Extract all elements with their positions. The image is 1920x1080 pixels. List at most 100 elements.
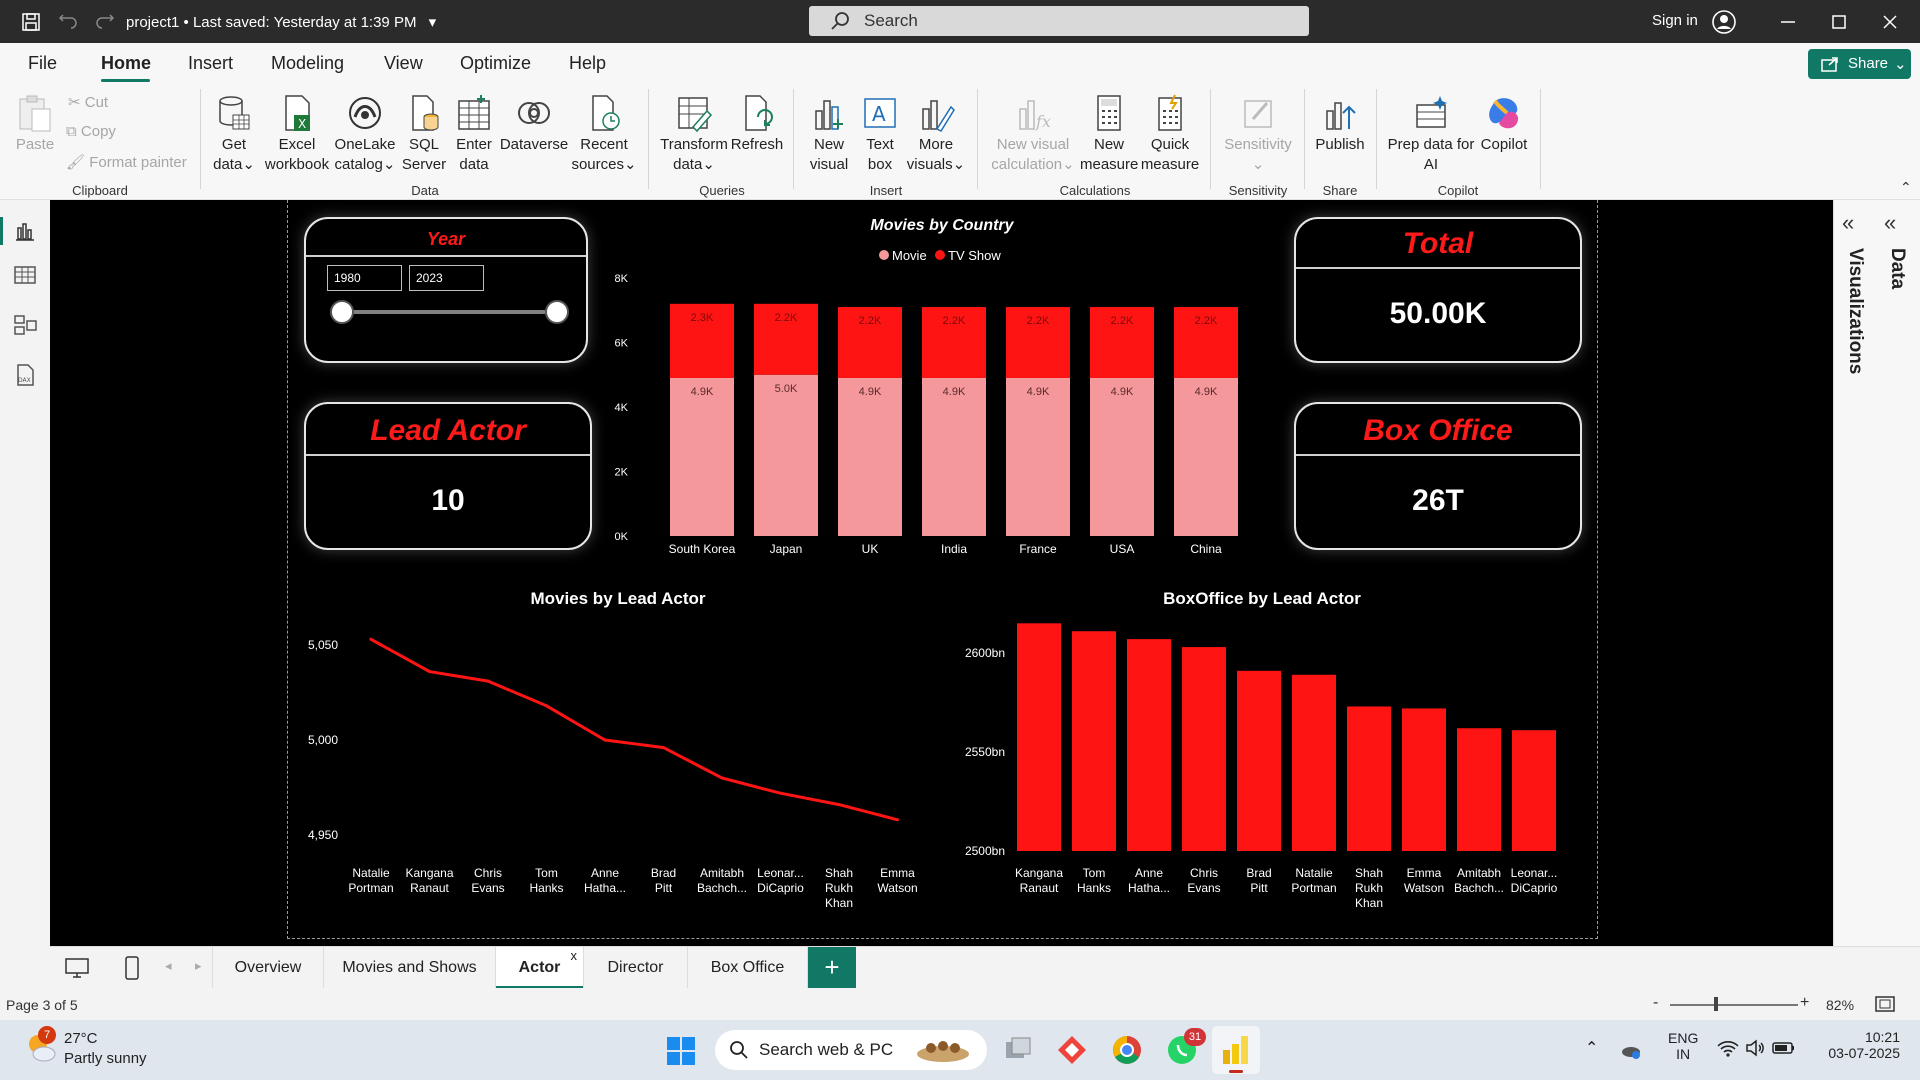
page-tab-box-office[interactable]: Box Office: [688, 947, 808, 989]
refresh-button[interactable]: Refresh: [730, 93, 784, 155]
tab-home[interactable]: Home: [101, 53, 152, 73]
fit-to-page-icon[interactable]: [1874, 995, 1896, 1013]
minimize-icon[interactable]: [1776, 10, 1800, 34]
ribbon-separator: [1304, 89, 1305, 189]
new-visual-calculation-button[interactable]: fx New visual calculation⌄: [988, 93, 1078, 175]
bar: [1347, 706, 1391, 851]
total-card[interactable]: Total 50.00K: [1294, 217, 1582, 363]
collapse-ribbon-icon[interactable]: ⌃: [1900, 179, 1912, 195]
mobile-layout-icon[interactable]: [123, 955, 141, 981]
expand-data-icon[interactable]: «: [1884, 210, 1897, 235]
page-tab-movies-and-shows[interactable]: Movies and Shows: [324, 947, 496, 989]
tab-file[interactable]: File: [28, 53, 58, 73]
redo-icon[interactable]: [94, 11, 116, 33]
whatsapp-app[interactable]: 31: [1166, 1028, 1206, 1066]
next-page-icon[interactable]: ▸: [195, 958, 202, 973]
page-tab-director[interactable]: Director: [584, 947, 688, 989]
task-view-icon[interactable]: [1002, 1036, 1034, 1064]
boxoffice-by-lead-actor-chart[interactable]: BoxOffice by Lead Actor 2500bn 2550bn 2600b…: [935, 585, 1575, 920]
enter-data-button[interactable]: Enter data: [450, 93, 498, 175]
zoom-slider-handle[interactable]: [1714, 997, 1718, 1011]
year-slider-start-handle[interactable]: [330, 300, 354, 324]
page-tab-actor[interactable]: Actor x: [496, 947, 584, 989]
recent-sources-button[interactable]: Recent sources⌄: [570, 93, 638, 175]
ribbon-separator: [1376, 89, 1377, 189]
format-painter-button[interactable]: 🖌 Format painter: [66, 153, 187, 171]
zoom-in-icon[interactable]: +: [1800, 994, 1810, 1011]
account-icon[interactable]: [1712, 10, 1736, 34]
visualizations-pane-label[interactable]: Visualizations: [1845, 248, 1866, 375]
data-pane-label[interactable]: Data: [1887, 248, 1908, 290]
power-bi-app[interactable]: [1212, 1026, 1260, 1074]
document-title[interactable]: project1 • Last saved: Yesterday at 1:39…: [126, 13, 436, 31]
paste-button[interactable]: Paste: [12, 93, 58, 155]
tab-modeling[interactable]: Modeling: [271, 53, 345, 73]
sign-in-button[interactable]: Sign in: [1652, 12, 1698, 29]
copy-button[interactable]: ⧉ Copy: [66, 123, 116, 140]
volume-icon[interactable]: [1744, 1038, 1766, 1058]
dax-query-view-icon[interactable]: DAX: [12, 362, 38, 388]
chrome-icon[interactable]: [1111, 1034, 1143, 1066]
close-tab-icon[interactable]: x: [570, 948, 578, 963]
language-indicator[interactable]: ENG IN: [1668, 1030, 1698, 1062]
undo-icon[interactable]: [57, 11, 79, 33]
new-measure-button[interactable]: New measure: [1080, 93, 1138, 175]
battery-icon[interactable]: [1772, 1040, 1796, 1056]
text-box-button[interactable]: A Text box: [856, 93, 904, 175]
zoom-slider[interactable]: [1670, 1004, 1798, 1006]
report-view-icon[interactable]: [12, 218, 38, 244]
excel-workbook-button[interactable]: X Excel workbook: [262, 93, 332, 175]
sensitivity-button[interactable]: Sensitivity ⌄: [1218, 93, 1298, 175]
search-box[interactable]: Search: [809, 6, 1309, 36]
get-data-label: Get: [221, 136, 247, 153]
prep-data-ai-button[interactable]: Prep data for AI: [1386, 93, 1476, 175]
save-icon[interactable]: [20, 11, 42, 33]
share-button[interactable]: Share ⌄: [1808, 49, 1911, 79]
add-page-button[interactable]: +: [808, 947, 856, 989]
copilot-button[interactable]: Copilot: [1474, 93, 1534, 155]
quick-measure-button[interactable]: Quick measure: [1138, 93, 1202, 175]
lead-actor-card[interactable]: Lead Actor 10: [304, 402, 592, 550]
year-slider-end-handle[interactable]: [545, 300, 569, 324]
tab-view[interactable]: View: [384, 53, 423, 73]
new-visual-button[interactable]: New visual: [805, 93, 853, 175]
movies-by-lead-actor-chart[interactable]: Movies by Lead Actor 4,950 5,000 5,050 Natal…: [296, 585, 946, 920]
anydesk-icon[interactable]: [1056, 1034, 1088, 1066]
year-start-input[interactable]: 1980: [327, 265, 402, 291]
table-view-icon[interactable]: [12, 262, 38, 288]
desktop-layout-icon[interactable]: [64, 956, 90, 980]
cut-button[interactable]: ✂ Cut: [68, 93, 108, 111]
expand-visualizations-icon[interactable]: «: [1842, 210, 1855, 235]
wifi-icon[interactable]: [1716, 1038, 1740, 1058]
prev-page-icon[interactable]: ◂: [165, 958, 172, 973]
transform-data-button[interactable]: Transform data⌄: [654, 93, 734, 175]
zoom-level[interactable]: 82%: [1826, 997, 1855, 1013]
windows-start-icon[interactable]: [665, 1035, 697, 1067]
get-data-button[interactable]: Get data⌄: [206, 93, 262, 175]
maximize-icon[interactable]: [1827, 10, 1851, 34]
publish-button[interactable]: Publish: [1312, 93, 1368, 155]
taskbar-search[interactable]: Search web & PC: [715, 1030, 987, 1070]
page-tab-overview[interactable]: Overview: [212, 947, 324, 989]
year-end-input[interactable]: 2023: [409, 265, 484, 291]
onedrive-icon[interactable]: [1620, 1040, 1642, 1060]
zoom-out-icon[interactable]: -: [1653, 994, 1659, 1011]
box-office-card[interactable]: Box Office 26T: [1294, 402, 1582, 550]
onelake-catalog-button[interactable]: OneLake catalog⌄: [332, 93, 398, 175]
sql-server-button[interactable]: SQL Server: [398, 93, 450, 175]
model-view-icon[interactable]: [12, 312, 38, 338]
movies-by-country-chart[interactable]: Movies by Country Movie TV Show 0K 2K 4K 6K 8K 4…: [590, 210, 1270, 560]
year-slider-track[interactable]: [342, 310, 557, 314]
weather-widget[interactable]: 7: [24, 1026, 58, 1064]
more-visuals-button[interactable]: More visuals⌄: [906, 93, 966, 175]
show-hidden-icons[interactable]: ⌃: [1585, 1040, 1599, 1057]
tab-help[interactable]: Help: [569, 53, 607, 73]
close-icon[interactable]: [1878, 10, 1902, 34]
clock[interactable]: 10:21 03-07-2025: [1818, 1029, 1900, 1061]
chevron-down-icon[interactable]: ▾: [428, 14, 437, 31]
transform-icon: [678, 97, 713, 133]
tab-optimize[interactable]: Optimize: [460, 53, 532, 73]
x-tick-label: UK: [862, 542, 879, 556]
tab-insert[interactable]: Insert: [188, 53, 234, 73]
dataverse-button[interactable]: Dataverse: [498, 93, 570, 155]
